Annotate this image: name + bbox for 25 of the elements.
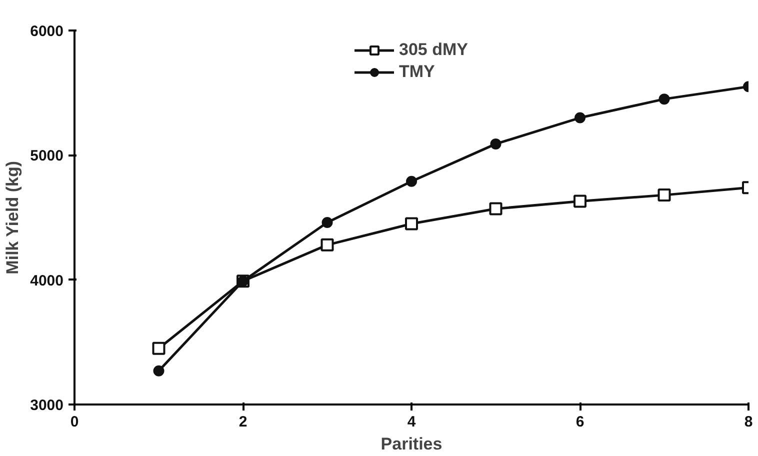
x-tick-label: 2 [238,414,248,430]
y-tick-label: 3000 [30,397,64,414]
point [489,202,502,216]
y-tick-label: 4000 [30,272,64,290]
legend-label: TMY [399,62,435,82]
x-tick-label: 8 [744,414,753,430]
point [574,194,586,208]
point [322,216,333,228]
point [405,217,418,230]
point [153,365,164,376]
legend-label: 305 dMY [399,40,468,60]
point [490,138,502,150]
y-tick-label: 6000 [30,23,64,40]
y-tick-label: 5000 [30,148,64,165]
x-tick-label: 6 [576,414,584,430]
point [658,188,671,202]
x-tick-label: 0 [70,414,79,430]
point [152,342,166,355]
point [406,176,417,187]
x-tick-label: 4 [407,414,416,430]
x-axis-title: Parities [380,434,442,454]
y-axis-title: Milk Yield (kg) [3,160,22,274]
point [658,94,670,105]
point [320,238,334,252]
point [574,112,586,124]
